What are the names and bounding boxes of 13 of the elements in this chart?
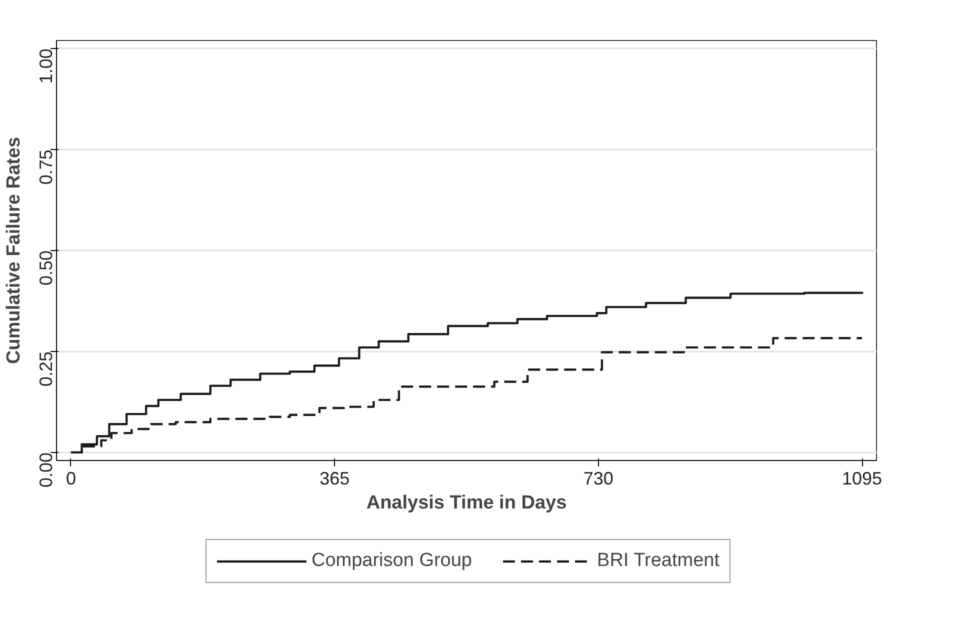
x-axis-title: Analysis Time in Days: [366, 492, 567, 514]
x-tick-label: 365: [320, 468, 350, 488]
y-tick-label: 0.00: [36, 452, 56, 488]
x-tick-label: 0: [66, 468, 76, 488]
y-tick-label: 1.00: [36, 48, 56, 84]
y-tick-label: 0.75: [36, 150, 56, 185]
y-tick-label: 0.50: [36, 250, 56, 286]
x-tick-label: 1095: [842, 468, 882, 488]
y-axis-title: Cumulative Failure Rates: [4, 136, 24, 364]
y-tick-label: 0.25: [36, 351, 56, 386]
legend-label: Comparison Group: [311, 550, 472, 572]
x-tick-label: 730: [583, 468, 614, 488]
legend-label: BRI Treatment: [597, 550, 720, 572]
